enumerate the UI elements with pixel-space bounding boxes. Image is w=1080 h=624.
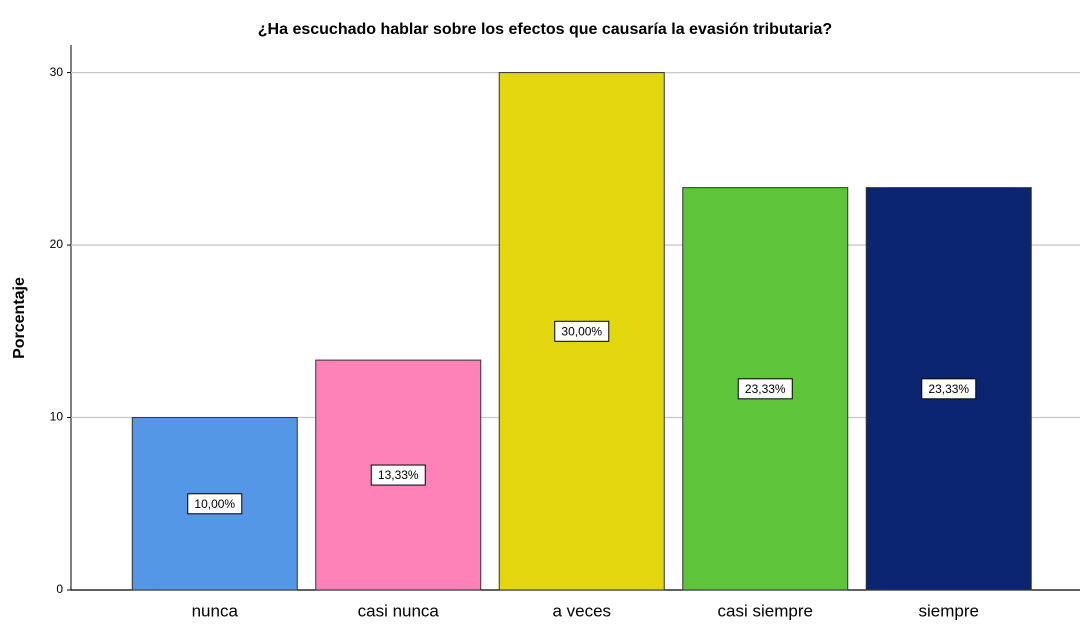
value-label: 13,33% — [378, 468, 419, 482]
value-label: 23,33% — [745, 382, 786, 396]
x-tick-label: nunca — [192, 601, 239, 620]
value-label-box — [187, 493, 243, 515]
value-label-box — [921, 378, 977, 400]
y-tick-label: 10 — [50, 410, 64, 424]
x-tick-label: casi nunca — [358, 601, 440, 620]
y-tick-label: 0 — [56, 582, 63, 596]
x-tick-label: casi siempre — [718, 601, 813, 620]
chart-title: ¿Ha escuchado hablar sobre los efectos q… — [258, 21, 832, 38]
value-label-box — [370, 464, 426, 486]
y-tick-label: 20 — [50, 237, 64, 251]
y-tick-label: 30 — [50, 65, 64, 79]
value-label: 10,00% — [194, 497, 235, 511]
y-axis-label: Porcentaje — [11, 277, 28, 359]
value-label: 23,33% — [928, 382, 969, 396]
value-label-box — [737, 378, 793, 400]
value-label: 30,00% — [561, 324, 602, 338]
bar — [131, 417, 298, 591]
x-tick-label: a veces — [552, 601, 611, 620]
value-label-box — [554, 320, 610, 342]
x-tick-label: siempre — [919, 601, 979, 620]
